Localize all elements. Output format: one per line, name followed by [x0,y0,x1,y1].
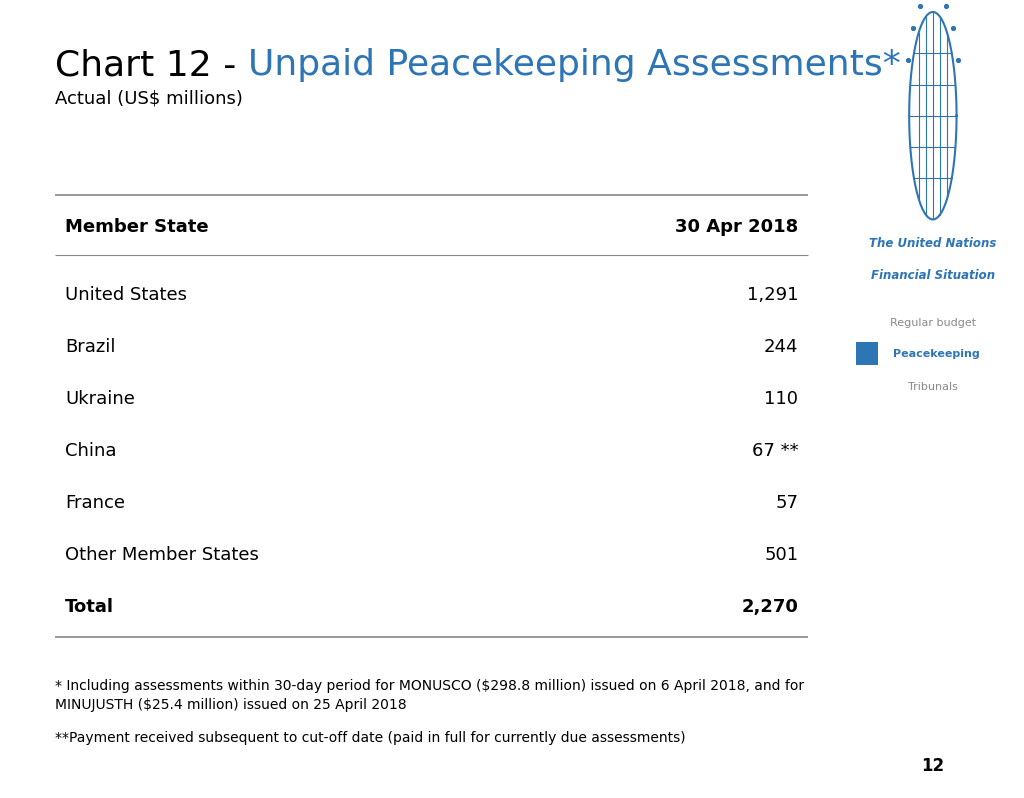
Text: 501: 501 [764,546,799,564]
Text: Other Member States: Other Member States [65,546,259,564]
Text: Chart 12 -: Chart 12 - [55,48,248,82]
Text: Peacekeeping: Peacekeeping [893,349,980,358]
Text: **Payment received subsequent to cut-off date (paid in full for currently due as: **Payment received subsequent to cut-off… [55,731,686,745]
Text: Ukraine: Ukraine [65,390,135,408]
Text: Member State: Member State [65,218,209,236]
Text: 110: 110 [764,390,799,408]
Text: 244: 244 [764,338,799,356]
Text: 30 Apr 2018: 30 Apr 2018 [675,218,799,236]
Text: Total: Total [65,598,114,616]
Text: 57: 57 [775,494,799,512]
Text: 12: 12 [922,757,944,775]
Text: Tribunals: Tribunals [908,382,957,392]
Text: Regular budget: Regular budget [890,318,976,328]
Text: United States: United States [65,286,187,304]
Text: The United Nations: The United Nations [869,237,996,250]
Text: 2,270: 2,270 [741,598,799,616]
Text: Brazil: Brazil [65,338,116,356]
Bar [856,342,879,365]
Text: China: China [65,442,117,460]
Text: 67 **: 67 ** [752,442,799,460]
Text: 1,291: 1,291 [746,286,799,304]
Text: Actual (US$ millions): Actual (US$ millions) [55,90,243,108]
Text: France: France [65,494,125,512]
Text: Unpaid Peacekeeping Assessments*: Unpaid Peacekeeping Assessments* [248,48,900,82]
Text: Financial Situation: Financial Situation [870,269,995,282]
Text: * Including assessments within 30-day period for MONUSCO ($298.8 million) issued: * Including assessments within 30-day pe… [55,679,804,713]
